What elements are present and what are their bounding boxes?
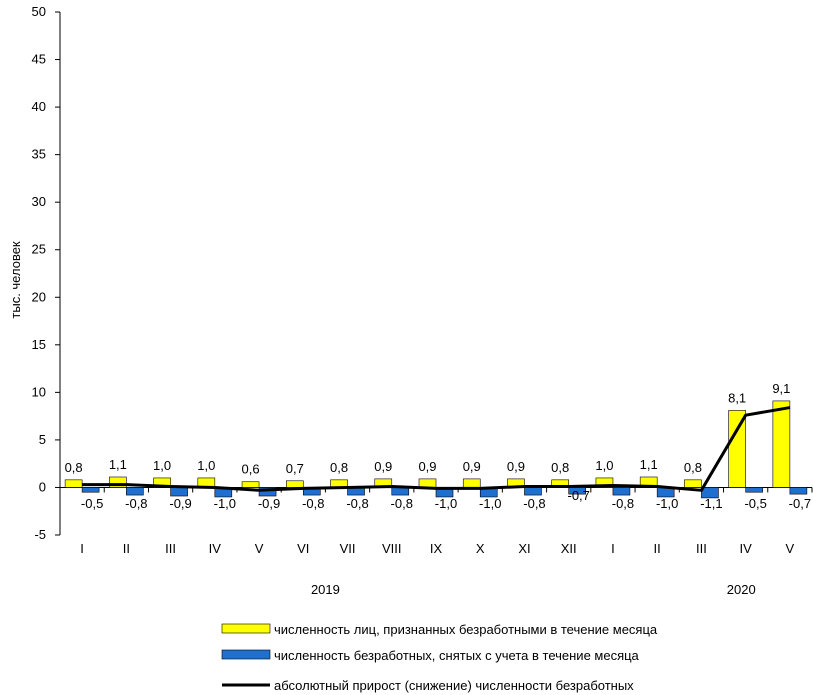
bar-removed — [170, 487, 188, 497]
data-label-registered: 0,9 — [463, 459, 481, 474]
bar-removed — [745, 487, 763, 493]
data-label-removed: -0,7 — [789, 496, 811, 511]
x-tick-label: IV — [739, 541, 752, 556]
y-tick-label: 20 — [32, 289, 46, 304]
x-tick-label: IV — [209, 541, 222, 556]
line-net-change — [82, 406, 791, 492]
data-label-registered: 8,1 — [728, 390, 746, 405]
y-tick-label: 50 — [32, 4, 46, 19]
x-tick-label: I — [80, 541, 84, 556]
bar-registered — [418, 478, 437, 488]
y-tick-label: 5 — [39, 432, 46, 447]
x-tick-label: VII — [340, 541, 356, 556]
data-label-removed: -0,8 — [125, 496, 147, 511]
bar-removed — [126, 487, 144, 496]
bar-registered — [772, 400, 791, 488]
bar-removed — [701, 487, 719, 499]
data-label-registered: 0,9 — [507, 459, 525, 474]
bar-registered — [728, 410, 746, 488]
x-tick-label: XII — [561, 541, 577, 556]
line-series — [82, 406, 791, 492]
bar-registered — [241, 481, 260, 488]
y-tick-label: -5 — [34, 527, 46, 542]
data-label-removed: -1,0 — [214, 496, 236, 511]
y-tick-label: 25 — [32, 242, 46, 257]
data-label-removed: -0,8 — [523, 496, 545, 511]
y-axis-label: тыс. человек — [8, 241, 23, 319]
bar-removed — [789, 487, 808, 495]
data-label-removed: -0,5 — [744, 496, 766, 511]
bar-registered — [595, 477, 614, 488]
data-label-removed: -0,9 — [169, 496, 191, 511]
legend-swatch-removed — [221, 649, 271, 660]
bar-removed — [81, 487, 100, 493]
bar-registered — [462, 478, 481, 488]
y-tick-label: 10 — [32, 384, 46, 399]
data-label-registered: 1,1 — [109, 457, 127, 472]
data-label-removed: -0,8 — [391, 496, 413, 511]
y-tick-label: 40 — [32, 99, 46, 114]
data-label-registered: 0,8 — [65, 460, 83, 475]
axes — [55, 11, 813, 536]
bar-registered — [64, 479, 83, 488]
data-label-removed: -0,7 — [568, 488, 590, 503]
x-tick-label: X — [476, 541, 485, 556]
bar-registered — [684, 479, 702, 488]
bar-registered — [109, 476, 127, 488]
x-tick-label: VI — [297, 541, 309, 556]
data-label-removed: -1,0 — [656, 496, 678, 511]
data-label-registered: 0,9 — [418, 459, 436, 474]
bar-registered — [285, 480, 304, 488]
data-label-registered: 1,0 — [153, 458, 171, 473]
data-label-registered: 1,0 — [595, 458, 613, 473]
data-label-removed: -1,0 — [479, 496, 501, 511]
y-tick-label: 35 — [32, 147, 46, 162]
year-label: 2019 — [311, 582, 340, 597]
data-label-registered: 0,8 — [330, 460, 348, 475]
data-labels: 0,8 1,1 1,0 1,0 0,6 0,7 0,8 0,9 0,9 0,9 0,9 0,8 1,0 1… — [65, 381, 812, 511]
data-label-removed: -0,8 — [612, 496, 634, 511]
data-label-removed: -1,1 — [700, 496, 722, 511]
year-label: 2020 — [727, 582, 756, 597]
legend-label: численность безработных, снятых с учета … — [274, 648, 640, 663]
x-tick-label: II — [123, 541, 130, 556]
data-label-removed: -0,8 — [302, 496, 324, 511]
x-tick-label: III — [165, 541, 176, 556]
y-tick-label: 45 — [32, 52, 46, 67]
data-label-registered: 9,1 — [772, 381, 790, 396]
x-tick-label: II — [654, 541, 661, 556]
bars — [64, 400, 808, 499]
data-label-removed: -0,9 — [258, 496, 280, 511]
x-tick-label: XI — [518, 541, 530, 556]
data-label-registered: 1,1 — [640, 457, 658, 472]
data-label-registered: 0,7 — [286, 461, 304, 476]
data-label-removed: -1,0 — [435, 496, 457, 511]
legend-label: абсолютный прирост (снижение) численност… — [274, 678, 634, 693]
data-label-registered: 0,6 — [242, 462, 260, 477]
bar-removed — [612, 487, 631, 496]
x-tick-label: I — [611, 541, 615, 556]
data-label-registered: 1,0 — [197, 458, 215, 473]
legend-label: численность лиц, признанных безработными… — [274, 622, 658, 637]
data-label-removed: -0,5 — [81, 496, 103, 511]
y-tick-label: 0 — [39, 479, 46, 494]
x-tick-label: V — [786, 541, 795, 556]
data-label-registered: 0,8 — [551, 460, 569, 475]
legend-swatch-registered — [221, 623, 271, 634]
x-tick-label: IX — [430, 541, 443, 556]
y-tick-label: 30 — [32, 194, 46, 209]
data-label-registered: 0,8 — [684, 460, 702, 475]
x-tick-label: V — [255, 541, 264, 556]
data-label-registered: 0,9 — [374, 459, 392, 474]
bar-removed — [524, 487, 542, 496]
data-label-removed: -0,8 — [346, 496, 368, 511]
legend: численность лиц, признанных безработными… — [221, 622, 658, 693]
y-tick-label: 15 — [32, 337, 46, 352]
x-tick-label: III — [696, 541, 707, 556]
x-tick-label: VIII — [382, 541, 402, 556]
